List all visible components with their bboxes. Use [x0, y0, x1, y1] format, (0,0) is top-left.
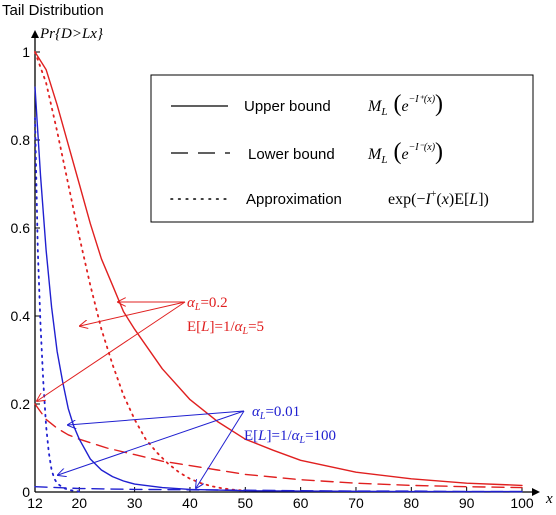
chart-title: Tail Distribution [2, 2, 104, 19]
legend-lower-label: Lower bound [248, 146, 335, 163]
x-tick-label: 60 [293, 495, 309, 511]
x-tick-label: 40 [182, 495, 198, 511]
annotation-blue-arrow-3 [196, 410, 245, 488]
x-tick-label: 100 [510, 495, 534, 511]
legend-approx-formula: exp(−I+(x)E[L]) [388, 189, 489, 208]
legend: Upper bound ML (e−I⁺(x)) Lower bound ML … [150, 74, 534, 223]
x-tick-label: 80 [404, 495, 420, 511]
x-tick-label: 20 [71, 495, 87, 511]
y-tick-label: 0.4 [11, 308, 31, 324]
y-tick-label: 0.2 [11, 396, 31, 412]
annotation-red-line1: αL=0.2 [187, 295, 228, 313]
annotation-alpha-0.01: αL=0.01 E[L]=1/αL=100 [58, 404, 336, 488]
series-red-lower [34, 403, 523, 489]
x-tick-label: 50 [238, 495, 254, 511]
y-tick-label: 0.8 [11, 132, 31, 148]
axis-ticks: 12 20 30 40 50 60 70 80 90 100 0 0.2 0.4 0.6 0.8 1 [11, 44, 534, 511]
x-tick-label: 70 [348, 495, 364, 511]
series-group [34, 51, 523, 493]
x-tick-label: 12 [27, 495, 43, 511]
annotation-blue-arrow-2 [58, 410, 245, 475]
x-tick-label: 90 [459, 495, 475, 511]
series-red-upper [34, 51, 523, 487]
x-axis-label: x [545, 491, 553, 507]
annotation-red-arrow-2 [80, 301, 186, 326]
annotation-red-arrow-3 [37, 301, 186, 401]
annotation-alpha-0.2: αL=0.2 E[L]=1/αL=5 [37, 295, 264, 401]
series-blue-approximation [34, 117, 81, 493]
y-axis-label: Pr{D>Lx} [39, 26, 103, 42]
annotation-blue-line1: αL=0.01 [252, 404, 300, 422]
series-blue-lower [34, 486, 523, 493]
legend-approx-label: Approximation [246, 191, 342, 208]
legend-box [150, 74, 534, 223]
y-tick-label: 0 [22, 484, 30, 500]
x-tick-label: 30 [127, 495, 143, 511]
legend-upper-label: Upper bound [244, 98, 331, 115]
series-red-approximation [34, 51, 247, 492]
annotation-blue-arrow-1 [68, 410, 245, 425]
annotation-red-line2: E[L]=1/αL=5 [187, 319, 264, 337]
y-tick-label: 1 [22, 44, 30, 60]
y-tick-label: 0.6 [11, 220, 31, 236]
annotation-blue-line2: E[L]=1/αL=100 [244, 428, 336, 446]
